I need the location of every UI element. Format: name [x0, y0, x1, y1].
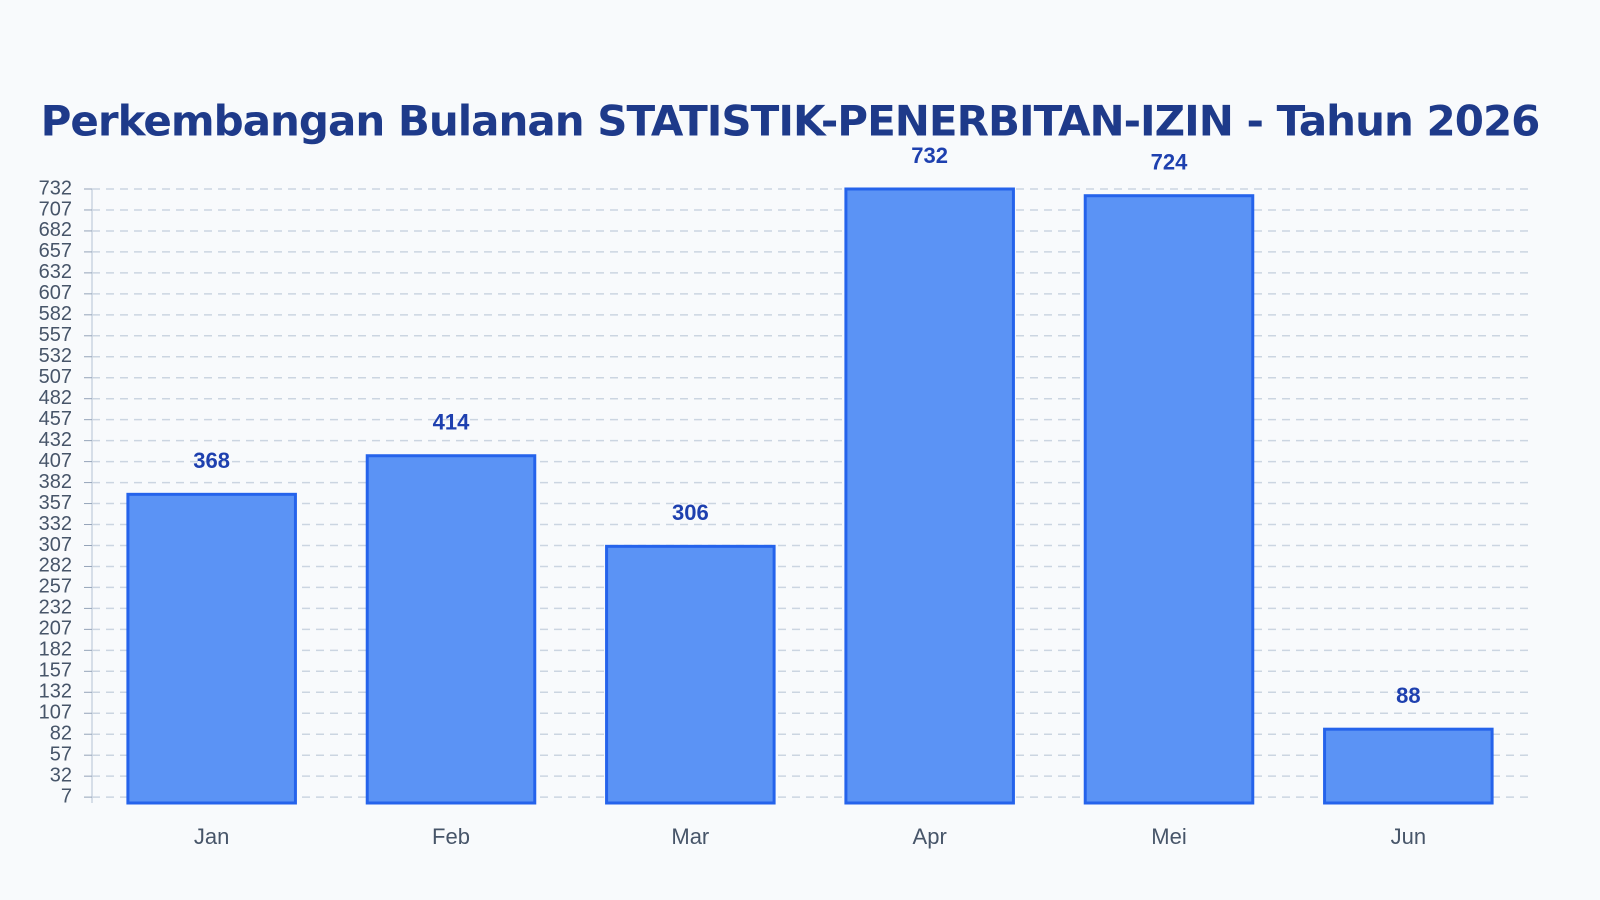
bar — [365, 454, 537, 805]
x-tick-label: Mei — [1151, 824, 1186, 849]
bar — [605, 544, 776, 805]
y-tick-label: 207 — [39, 618, 72, 640]
y-tick-label: 532 — [39, 345, 72, 367]
value-label: 88 — [1396, 683, 1420, 708]
y-tick-label: 382 — [39, 471, 72, 493]
value-label: 368 — [193, 448, 230, 473]
y-tick-label: 707 — [39, 198, 72, 220]
y-tick-label: 282 — [39, 555, 72, 577]
bar — [126, 492, 297, 805]
x-tick-label: Mar — [671, 824, 709, 849]
x-tick-label: Jun — [1391, 824, 1426, 849]
y-tick-label: 407 — [39, 450, 72, 472]
bar — [1323, 727, 1494, 805]
y-tick-label: 557 — [39, 324, 72, 346]
y-tick-label: 182 — [39, 639, 72, 661]
y-tick-label: 582 — [39, 303, 72, 325]
y-tick-label: 482 — [39, 387, 72, 409]
y-tick-label: 357 — [39, 492, 72, 514]
x-tick-label: Feb — [432, 824, 470, 849]
y-tick-label: 632 — [39, 261, 72, 283]
y-tick-label: 682 — [39, 219, 72, 241]
y-tick-label: 257 — [39, 576, 72, 598]
y-tick-label: 132 — [39, 681, 72, 703]
y-tick-label: 307 — [39, 534, 72, 556]
y-tick-label: 432 — [39, 429, 72, 451]
y-tick-label: 732 — [39, 177, 72, 199]
y-tick-label: 82 — [50, 722, 72, 744]
y-tick-label: 32 — [50, 764, 72, 786]
value-label: 414 — [433, 410, 470, 435]
y-tick-label: 457 — [39, 408, 72, 430]
y-tick-label: 57 — [50, 743, 72, 765]
bar — [844, 187, 1015, 805]
y-tick-label: 157 — [39, 660, 72, 682]
chart-title: Perkembangan Bulanan STATISTIK-PENERBITA… — [41, 97, 1540, 146]
y-tick-label: 7 — [61, 785, 72, 807]
y-tick-label: 607 — [39, 282, 72, 304]
value-label: 306 — [672, 500, 709, 525]
bar — [1083, 194, 1255, 805]
y-tick-label: 107 — [39, 702, 72, 724]
x-tick-label: Jan — [194, 824, 229, 849]
y-tick-label: 232 — [39, 597, 72, 619]
y-tick-label: 657 — [39, 240, 72, 262]
y-tick-label: 507 — [39, 366, 72, 388]
y-tick-label: 332 — [39, 513, 72, 535]
value-label: 724 — [1151, 150, 1188, 175]
value-label: 732 — [911, 143, 948, 168]
x-tick-label: Apr — [913, 824, 947, 849]
